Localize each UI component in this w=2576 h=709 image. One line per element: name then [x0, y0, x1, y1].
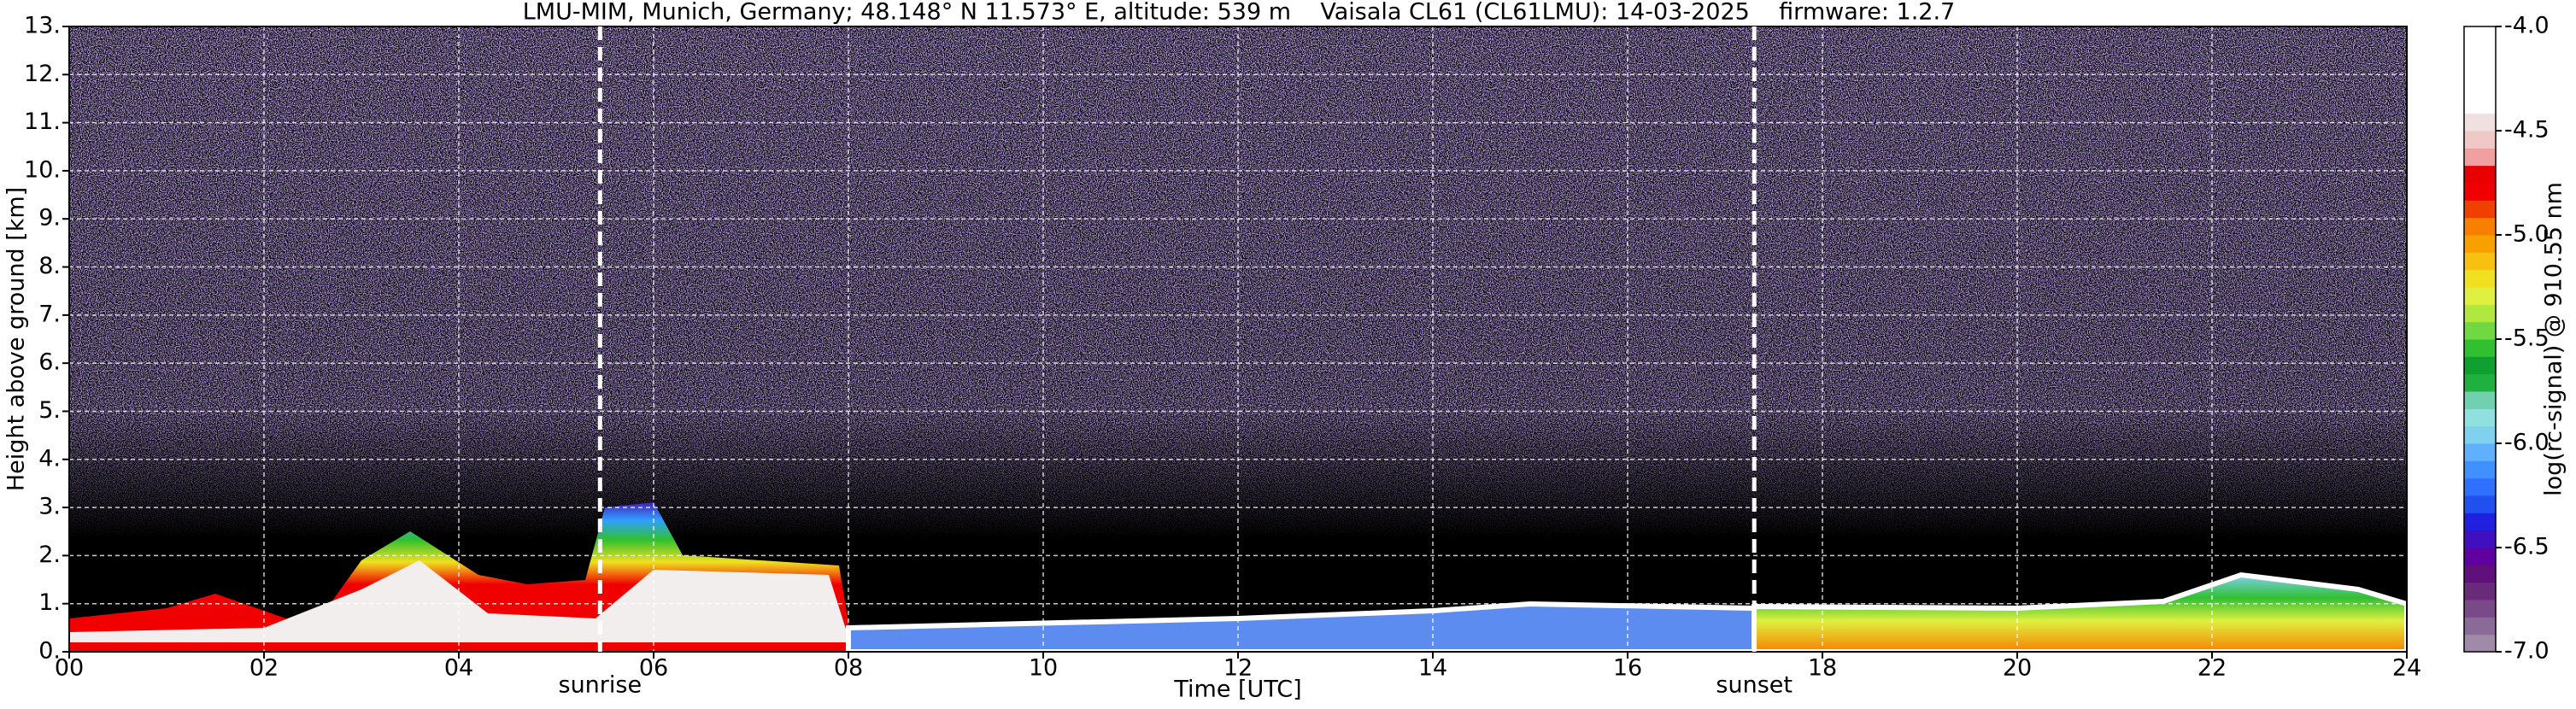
colorbar-tick-label: -7.0 [2504, 638, 2550, 665]
colorbar-swatch [2464, 217, 2496, 236]
colorbar-swatch [2464, 148, 2496, 167]
surface-layer [69, 642, 848, 652]
y-tick-label: 9. [38, 205, 61, 231]
colorbar-swatch [2464, 113, 2496, 132]
colorbar-swatch [2464, 548, 2496, 565]
chart-title: LMU-MIM, Munich, Germany; 48.148° N 11.5… [523, 0, 1956, 26]
x-tick-label: 06 [639, 655, 668, 682]
y-tick-label: 0. [38, 638, 61, 665]
y-tick-label: 1. [38, 589, 61, 616]
colorbar-swatch [2464, 200, 2496, 219]
x-tick-label: 12 [1223, 655, 1253, 682]
x-tick-label: 08 [834, 655, 863, 682]
x-tick-label: 16 [1613, 655, 1642, 682]
colorbar-swatch [2464, 391, 2496, 409]
x-tick-label: 24 [2392, 655, 2421, 682]
colorbar-tick-label: -4.0 [2504, 13, 2550, 39]
colorbar-swatch [2464, 252, 2496, 271]
y-tick-label: 5. [38, 397, 61, 424]
y-tick-label: 6. [38, 349, 61, 376]
y-tick-label: 2. [38, 542, 61, 568]
colorbar-swatch [2464, 131, 2496, 149]
colorbar-swatch [2464, 183, 2496, 201]
y-tick-label: 8. [38, 253, 61, 279]
colorbar-swatch [2464, 443, 2496, 461]
x-axis-label: Time [UTC] [1173, 677, 1301, 703]
y-tick-label: 10. [24, 156, 61, 183]
colorbar-swatch [2464, 565, 2496, 583]
x-tick-label: 22 [2198, 655, 2227, 682]
colorbar-swatch [2464, 321, 2496, 340]
colorbar-swatch [2464, 478, 2496, 496]
colorbar-swatch [2464, 408, 2496, 427]
colorbar-swatch [2464, 634, 2496, 653]
colorbar-swatch [2464, 513, 2496, 531]
colorbar-swatch [2464, 495, 2496, 513]
colorbar-swatch [2464, 304, 2496, 323]
colorbar-tick-label: -6.0 [2504, 430, 2550, 456]
x-tick-label: 18 [1808, 655, 1837, 682]
colorbar-swatch [2464, 235, 2496, 253]
colorbar-swatch [2464, 425, 2496, 444]
colorbar-label: log(rc-signal) @ 910.55 nm [2541, 182, 2567, 496]
y-axis-label: Height above ground [km] [3, 187, 30, 491]
colorbar-swatch [2464, 617, 2496, 636]
y-tick-label: 4. [38, 445, 61, 472]
colorbar-swatch [2464, 373, 2496, 392]
colorbar-swatch [2464, 269, 2496, 288]
colorbar-swatch [2464, 96, 2496, 114]
colorbar-tick-label: -5.5 [2504, 325, 2550, 352]
y-tick-label: 7. [38, 301, 61, 327]
event-label: sunset [1716, 672, 1793, 699]
colorbar-swatch [2464, 530, 2496, 548]
colorbar-swatch [2464, 339, 2496, 357]
colorbar-tick-label: -4.5 [2504, 117, 2550, 144]
x-tick-label: 10 [1029, 655, 1058, 682]
x-tick-label: 04 [444, 655, 473, 682]
colorbar-tick-label: -6.5 [2504, 534, 2550, 560]
colorbar-swatch [2464, 287, 2496, 305]
x-tick-label: 14 [1418, 655, 1447, 682]
x-tick-label: 00 [55, 655, 84, 682]
colorbar-swatch [2464, 26, 2496, 44]
colorbar-swatch [2464, 165, 2496, 184]
colorbar-swatch [2464, 582, 2496, 601]
colorbar-tick-label: -5.0 [2504, 221, 2550, 248]
y-tick-label: 12. [24, 61, 61, 87]
colorbar-swatch [2464, 44, 2496, 62]
colorbar-swatch [2464, 356, 2496, 375]
event-label: sunrise [559, 672, 643, 699]
y-tick-label: 3. [38, 494, 61, 520]
colorbar-swatch [2464, 600, 2496, 618]
y-tick-label: 11. [24, 108, 61, 135]
colorbar-swatch [2464, 79, 2496, 97]
x-tick-label: 02 [249, 655, 279, 682]
x-tick-label: 20 [2003, 655, 2032, 682]
y-tick-label: 13. [24, 13, 61, 39]
colorbar-swatch [2464, 61, 2496, 79]
colorbar-swatch [2464, 460, 2496, 479]
